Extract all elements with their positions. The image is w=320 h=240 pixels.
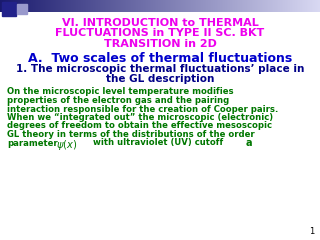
- Text: parameter: parameter: [7, 138, 58, 148]
- Text: 1. The microscopic thermal fluctuations’ place in: 1. The microscopic thermal fluctuations’…: [16, 65, 304, 74]
- Text: A.  Two scales of thermal fluctuations: A. Two scales of thermal fluctuations: [28, 52, 292, 65]
- Text: interaction responsible for the creation of Cooper pairs.: interaction responsible for the creation…: [7, 104, 278, 114]
- Bar: [2, 2, 16, 16]
- Text: degrees of freedom to obtain the effective mesoscopic: degrees of freedom to obtain the effecti…: [7, 121, 272, 131]
- Text: with ultraviolet (UV) cutoff: with ultraviolet (UV) cutoff: [87, 138, 223, 148]
- Text: TRANSITION in 2D: TRANSITION in 2D: [104, 39, 216, 49]
- Text: When we “integrated out” the microscopic (electronic): When we “integrated out” the microscopic…: [7, 113, 273, 122]
- Text: GL theory in terms of the distributions of the order: GL theory in terms of the distributions …: [7, 130, 255, 139]
- Text: On the microscopic level temperature modifies: On the microscopic level temperature mod…: [7, 88, 234, 96]
- Text: a: a: [246, 138, 252, 149]
- Text: $\psi(x)$: $\psi(x)$: [56, 138, 77, 152]
- Text: the GL description: the GL description: [106, 74, 214, 84]
- Text: FLUCTUATIONS in TYPE II SC. BKT: FLUCTUATIONS in TYPE II SC. BKT: [55, 29, 265, 38]
- Text: VI. INTRODUCTION to THERMAL: VI. INTRODUCTION to THERMAL: [62, 18, 258, 28]
- Text: properties of the electron gas and the pairing: properties of the electron gas and the p…: [7, 96, 229, 105]
- Text: 1: 1: [309, 227, 314, 236]
- Bar: [17, 4, 27, 14]
